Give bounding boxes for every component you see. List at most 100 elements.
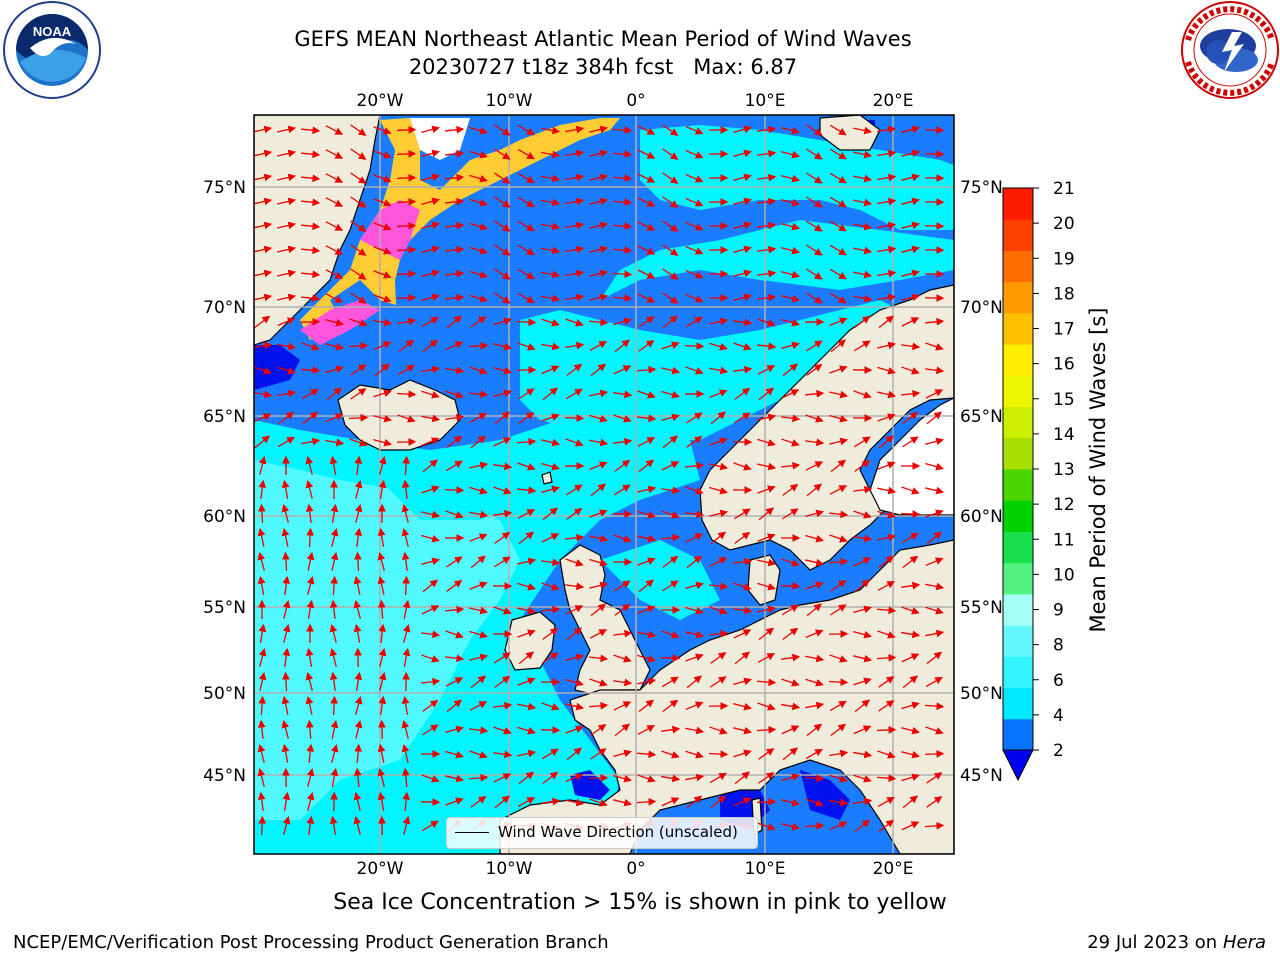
wave-direction-arrow xyxy=(781,341,800,350)
wave-direction-arrow xyxy=(756,197,777,206)
wave-direction-arrow xyxy=(517,220,535,232)
wave-direction-arrow xyxy=(926,531,942,545)
wave-direction-arrow xyxy=(805,629,824,639)
wave-direction-arrow xyxy=(662,244,679,256)
wave-direction-arrow xyxy=(257,743,266,763)
wave-direction-arrow xyxy=(853,222,873,231)
wave-direction-arrow xyxy=(637,557,656,566)
wave-direction-arrow xyxy=(806,268,823,280)
wave-direction-arrow xyxy=(757,365,776,375)
wave-direction-arrow xyxy=(354,504,363,523)
wave-direction-arrow xyxy=(756,797,777,806)
wave-direction-arrow xyxy=(637,605,656,614)
wave-direction-arrow xyxy=(685,653,704,662)
wave-direction-arrow xyxy=(612,678,633,687)
wave-direction-arrow xyxy=(589,678,608,687)
wave-direction-arrow xyxy=(637,149,656,159)
wave-direction-arrow xyxy=(637,269,656,279)
wave-direction-arrow xyxy=(734,508,751,520)
wave-direction-arrow xyxy=(733,797,752,807)
wave-direction-arrow xyxy=(612,150,633,159)
wave-direction-arrow xyxy=(258,456,267,475)
wave-direction-arrow xyxy=(396,149,417,158)
wave-direction-arrow xyxy=(853,294,873,303)
wave-direction-arrow xyxy=(281,551,290,572)
wave-direction-arrow xyxy=(925,437,944,446)
wave-direction-arrow xyxy=(421,269,440,278)
wave-direction-arrow xyxy=(661,510,680,519)
wave-direction-arrow xyxy=(396,125,417,134)
wave-direction-arrow xyxy=(781,222,800,231)
wave-direction-arrow xyxy=(397,364,415,376)
wave-direction-arrow xyxy=(494,148,511,160)
footer-host: Hera xyxy=(1222,932,1266,953)
wave-direction-arrow xyxy=(254,293,273,302)
wave-direction-arrow xyxy=(878,555,895,569)
wave-direction-arrow xyxy=(373,318,393,327)
wave-direction-arrow xyxy=(565,725,584,734)
wave-direction-arrow xyxy=(901,750,920,759)
wave-direction-arrow xyxy=(373,222,392,231)
lat-labels-right: 75°N 70°N 65°N 60°N 55°N 50°N 45°N xyxy=(960,178,1003,786)
lat-label: 55°N xyxy=(203,598,246,618)
wave-direction-arrow xyxy=(854,819,871,833)
wave-direction-arrow xyxy=(421,414,441,423)
wave-direction-arrow xyxy=(421,820,439,832)
wave-direction-arrow xyxy=(853,270,873,279)
wave-direction-arrow xyxy=(306,792,315,811)
wave-direction-arrow xyxy=(661,797,680,807)
wave-direction-arrow xyxy=(401,503,410,523)
wave-direction-arrow xyxy=(281,479,290,499)
wave-direction-arrow xyxy=(830,723,847,737)
wave-direction-arrow xyxy=(396,293,417,302)
wave-direction-arrow xyxy=(300,294,321,303)
wave-direction-arrow xyxy=(301,342,320,351)
wave-direction-arrow xyxy=(853,510,872,519)
wave-direction-arrow xyxy=(829,485,848,495)
wave-direction-arrow xyxy=(709,366,729,375)
wave-direction-arrow xyxy=(257,768,266,787)
wave-direction-arrow xyxy=(445,797,464,806)
wave-direction-arrow xyxy=(685,533,704,543)
wave-direction-arrow xyxy=(924,150,945,158)
wave-direction-arrow xyxy=(396,197,417,206)
wave-direction-arrow xyxy=(589,293,609,302)
wave-direction-arrow xyxy=(782,483,799,496)
wave-direction-arrow xyxy=(806,148,823,160)
wave-direction-arrow xyxy=(878,700,895,712)
wave-direction-arrow xyxy=(301,388,319,400)
wave-direction-arrow xyxy=(661,750,680,759)
wave-direction-arrow xyxy=(781,678,800,687)
wave-direction-arrow xyxy=(588,701,609,710)
wave-direction-arrow xyxy=(565,678,584,687)
colorbar-segment xyxy=(1003,687,1033,720)
wave-direction-arrow xyxy=(277,245,297,254)
wave-direction-arrow xyxy=(637,173,656,183)
wave-direction-arrow xyxy=(780,414,801,423)
wave-direction-arrow xyxy=(421,125,440,134)
wave-direction-arrow xyxy=(829,774,848,783)
wave-direction-arrow xyxy=(258,623,267,643)
wave-direction-arrow xyxy=(686,412,703,424)
wave-direction-arrow xyxy=(353,767,362,788)
wave-direction-arrow xyxy=(901,701,920,710)
wave-direction-arrow xyxy=(828,557,849,566)
wave-direction-arrow xyxy=(830,579,847,592)
wave-direction-arrow xyxy=(902,436,919,448)
wave-direction-arrow xyxy=(662,148,679,160)
wave-direction-arrow xyxy=(733,221,752,230)
wave-direction-arrow xyxy=(397,414,416,423)
wave-direction-arrow xyxy=(254,149,273,158)
wave-direction-arrow xyxy=(876,774,897,783)
wave-direction-arrow xyxy=(876,606,897,615)
lon-label: 10°W xyxy=(486,859,533,879)
wave-direction-arrow xyxy=(853,797,873,806)
wave-direction-arrow xyxy=(421,245,440,254)
wave-direction-arrow xyxy=(565,269,585,278)
wave-direction-arrow xyxy=(709,606,728,615)
wave-direction-arrow xyxy=(878,819,895,833)
wave-direction-arrow xyxy=(541,174,561,183)
wave-direction-arrow xyxy=(565,702,585,711)
wave-direction-arrow xyxy=(373,198,392,207)
wave-direction-arrow xyxy=(421,293,440,302)
